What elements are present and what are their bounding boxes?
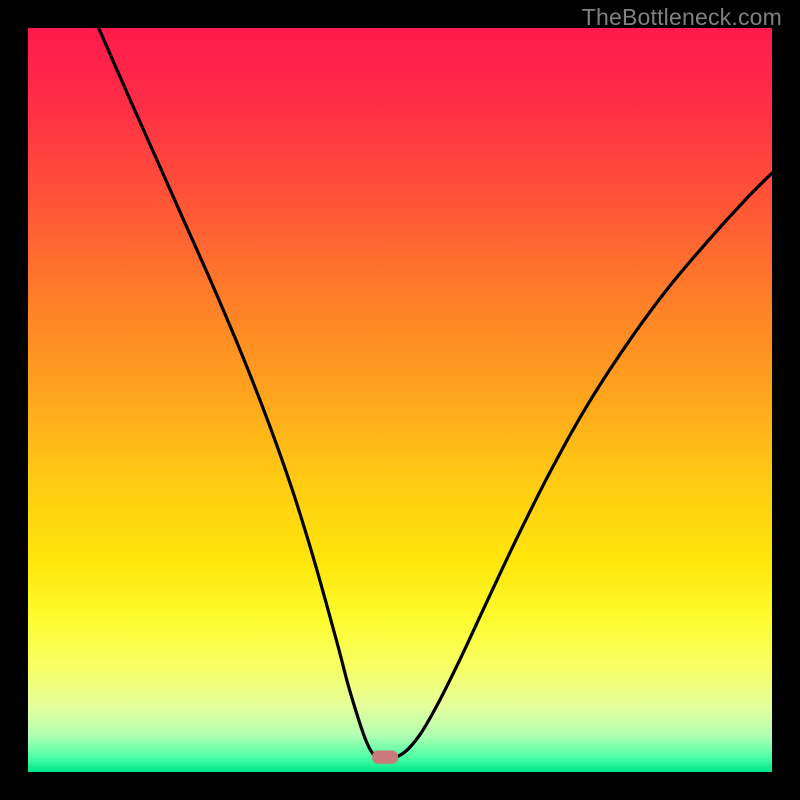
chart-container: TheBottleneck.com [0, 0, 800, 800]
curve-layer [28, 28, 772, 772]
minimum-marker [372, 750, 398, 763]
plot-area [28, 28, 772, 772]
bottleneck-curve [99, 28, 772, 759]
watermark-text: TheBottleneck.com [582, 4, 782, 31]
